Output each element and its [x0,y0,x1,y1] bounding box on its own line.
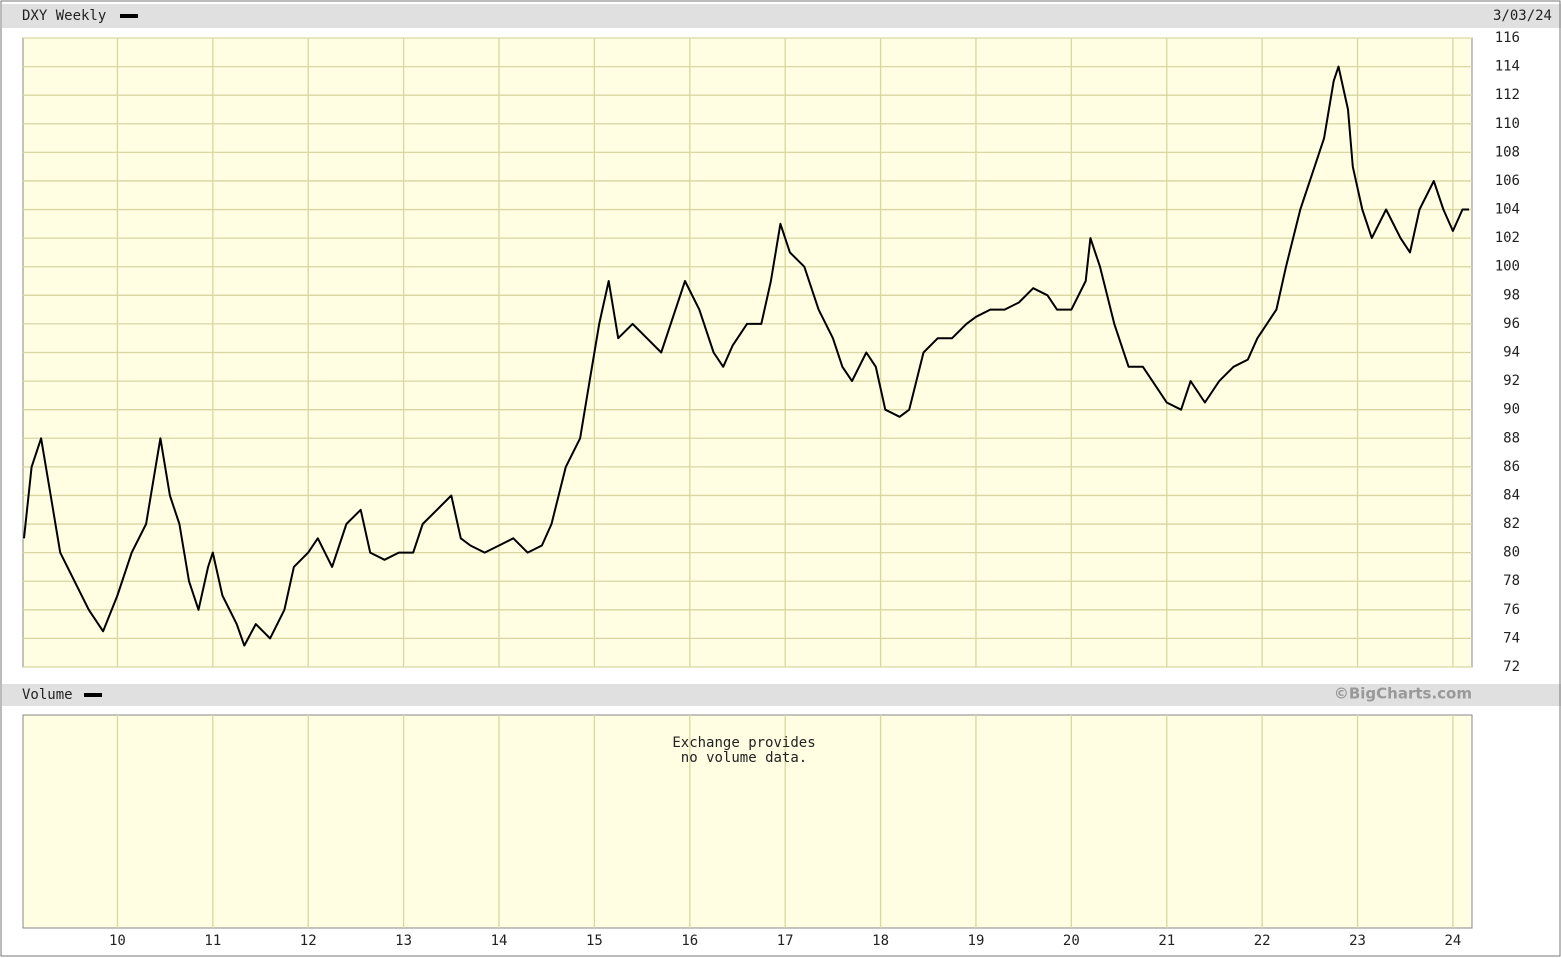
y-tick-label: 106 [1495,173,1520,189]
legend-label: DXY Weekly [22,8,106,24]
x-tick-label: 12 [300,933,317,949]
x-tick-label: 13 [395,933,412,949]
y-tick-label: 92 [1503,373,1520,389]
y-tick-label: 88 [1503,430,1520,446]
volume-panel [22,714,1473,929]
y-tick-label: 96 [1503,316,1520,332]
x-tick-label: 20 [1063,933,1080,949]
y-tick-label: 90 [1503,402,1520,418]
y-tick-label: 110 [1495,116,1520,132]
y-tick-label: 78 [1503,573,1520,589]
y-tick-label: 86 [1503,459,1520,475]
y-tick-label: 116 [1495,30,1520,46]
x-tick-label: 23 [1349,933,1366,949]
x-tick-label: 22 [1254,933,1271,949]
x-tick-label: 11 [204,933,221,949]
y-tick-label: 98 [1503,287,1520,303]
volume-note: Exchange provides [672,735,815,751]
y-tick-label: 94 [1503,345,1520,361]
volume-note: no volume data. [681,750,807,766]
price-line [23,65,1470,647]
header-bar [2,4,1561,28]
y-tick-label: 112 [1495,87,1520,103]
x-tick-label: 16 [681,933,698,949]
y-tick-label: 108 [1495,144,1520,160]
y-tick-label: 72 [1503,659,1520,675]
y-tick-label: 114 [1495,59,1520,75]
x-tick-label: 17 [777,933,794,949]
y-tick-label: 84 [1503,487,1520,503]
date-label: 3/03/24 [1493,8,1552,24]
y-tick-label: 80 [1503,545,1520,561]
volume-bar [2,684,1561,706]
source: ©BigCharts.com [1334,685,1472,703]
x-tick-label: 15 [586,933,603,949]
y-tick-label: 76 [1503,602,1520,618]
x-tick-label: 10 [109,933,126,949]
x-tick-label: 19 [968,933,985,949]
y-tick-label: 102 [1495,230,1520,246]
y-tick-label: 104 [1495,202,1520,218]
x-tick-label: 18 [872,933,889,949]
x-tick-label: 21 [1158,933,1175,949]
y-tick-label: 100 [1495,259,1520,275]
x-tick-label: 24 [1444,933,1461,949]
x-tick-label: 14 [491,933,508,949]
volume-swatch [84,693,102,697]
y-tick-label: 82 [1503,516,1520,532]
volume-title: Volume [22,687,73,703]
y-tick-label: 74 [1503,630,1520,646]
legend-swatch [120,14,138,18]
